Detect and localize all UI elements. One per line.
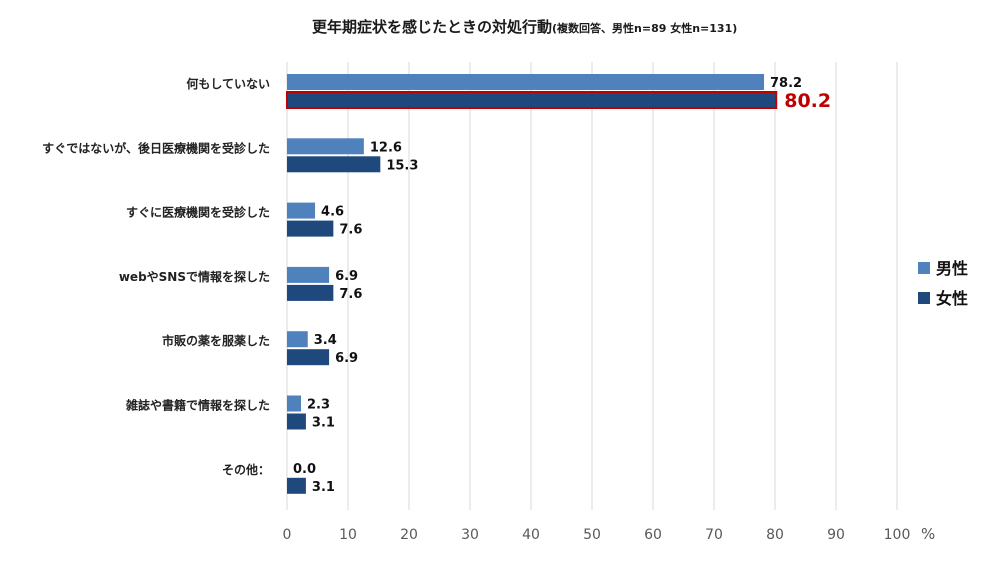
bar <box>287 74 765 90</box>
bar-value-label: 80.2 <box>784 90 831 112</box>
x-tick-label: 80 <box>766 527 784 543</box>
chart-title: 更年期症状を感じたときの対処行動(複数回答、男性n=89 女性n=131) <box>312 18 737 36</box>
bar-value-label: 15.3 <box>386 158 418 173</box>
bar <box>287 395 302 412</box>
legend-swatch <box>918 262 930 274</box>
grid-lines <box>286 62 898 510</box>
category-label: すぐではないが、後日医療機関を受診した <box>42 140 270 155</box>
x-tick-label: 20 <box>400 527 418 543</box>
bar-value-label: 78.2 <box>770 76 802 91</box>
legend-label: 女性 <box>936 289 968 308</box>
bar-value-label: 4.6 <box>321 205 344 220</box>
category-label: 市販の薬を服薬した <box>162 333 270 348</box>
legend-swatch <box>918 292 930 304</box>
category-label: その他： <box>222 462 270 477</box>
bar <box>287 156 381 173</box>
bar <box>287 477 306 494</box>
bar-value-label: 7.6 <box>339 287 362 302</box>
bar <box>287 138 364 155</box>
bar-value-label: 3.1 <box>312 480 335 495</box>
value-labels: 78.280.2 12.6 15.3 4.6 7.6 6.9 7.6 3.4 6.9 2.3 3.1… <box>293 76 831 495</box>
bar <box>287 220 334 237</box>
x-axis-ticks: 0 10 20 30 40 50 60 70 80 90 100 <box>283 527 911 543</box>
category-label: webやSNSで情報を探した <box>119 269 270 284</box>
bar-value-label: 0.0 <box>293 462 316 477</box>
bar <box>287 331 308 348</box>
x-tick-label: 100 <box>884 527 911 543</box>
x-axis-unit: % <box>921 525 935 543</box>
category-label: 雑誌や書籍で情報を探した <box>125 398 270 413</box>
category-label: すぐに医療機関を受診した <box>126 205 270 220</box>
legend-label: 男性 <box>936 259 968 278</box>
x-tick-label: 0 <box>283 527 292 543</box>
x-tick-label: 90 <box>827 527 845 543</box>
bar <box>287 349 330 366</box>
bar-value-label: 12.6 <box>370 140 402 155</box>
bar <box>287 266 330 283</box>
bar-value-label: 2.3 <box>307 398 330 413</box>
bars <box>286 74 778 494</box>
bar-value-label: 6.9 <box>335 269 358 284</box>
x-tick-label: 40 <box>522 527 540 543</box>
x-tick-label: 30 <box>461 527 479 543</box>
bar-value-label: 3.1 <box>312 416 335 431</box>
bar-value-label: 3.4 <box>314 333 337 348</box>
x-tick-label: 60 <box>644 527 662 543</box>
x-tick-label: 50 <box>583 527 601 543</box>
category-label: 何もしていない <box>186 76 270 91</box>
x-tick-label: 70 <box>705 527 723 543</box>
x-tick-label: 10 <box>339 527 357 543</box>
bar-value-label: 7.6 <box>339 223 362 238</box>
bar-value-label: 6.9 <box>335 351 358 366</box>
bar <box>286 91 778 109</box>
bar <box>287 284 334 301</box>
bar <box>287 413 306 430</box>
bar <box>287 202 316 219</box>
